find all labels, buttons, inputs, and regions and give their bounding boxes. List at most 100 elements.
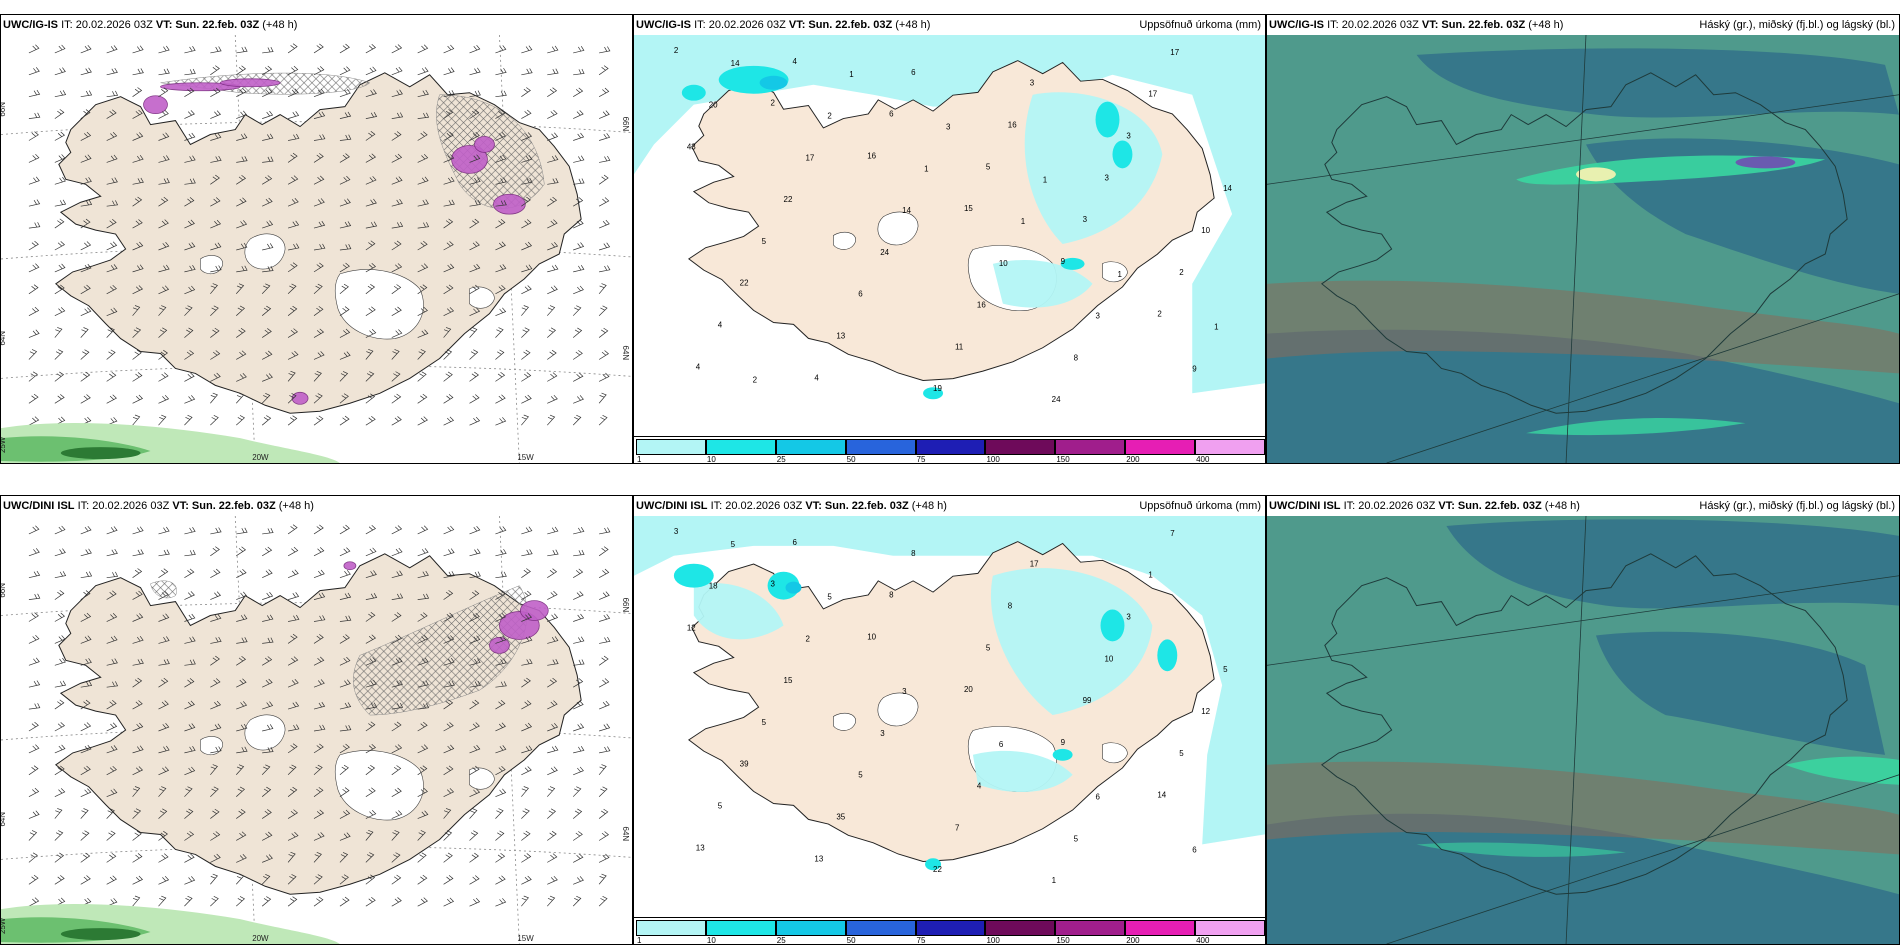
wind-barb bbox=[313, 615, 326, 622]
wind-barb bbox=[28, 263, 40, 273]
wind-barb bbox=[132, 177, 144, 185]
wind-barb bbox=[547, 414, 556, 426]
wind-barb bbox=[443, 131, 454, 141]
wind-barb bbox=[391, 634, 403, 644]
wind-barb bbox=[106, 765, 117, 776]
precip-value-label: 15 bbox=[784, 676, 793, 685]
wind-barb bbox=[443, 349, 453, 360]
wind-barb bbox=[106, 90, 119, 98]
colorbar-swatch bbox=[1055, 920, 1126, 936]
wind-barb bbox=[158, 285, 170, 295]
wind-barb bbox=[54, 109, 65, 119]
wind-barb bbox=[572, 414, 582, 426]
precip-value-label: 3 bbox=[1126, 612, 1131, 621]
wind-barb bbox=[339, 244, 352, 251]
wind-barb bbox=[391, 830, 400, 841]
wind-barb bbox=[339, 198, 351, 207]
wind-barb bbox=[521, 549, 533, 557]
wind-barb bbox=[339, 809, 351, 819]
wind-barb bbox=[288, 133, 300, 141]
wind-barb bbox=[391, 657, 403, 666]
wind-barb bbox=[184, 372, 195, 382]
wind-barb bbox=[80, 44, 92, 54]
precip-value-label: 17 bbox=[1148, 90, 1157, 99]
wind-barb bbox=[158, 372, 169, 382]
wind-barb bbox=[184, 46, 196, 54]
wind-barb bbox=[443, 744, 455, 754]
wind-barb bbox=[28, 525, 40, 535]
wind-barb bbox=[210, 372, 221, 382]
precip-value-label: 22 bbox=[740, 279, 749, 288]
wind-barb bbox=[236, 546, 247, 557]
precip-value-label: 4 bbox=[977, 782, 982, 791]
precip-value-label: 10 bbox=[999, 259, 1008, 268]
wind-barb bbox=[469, 765, 480, 776]
wind-barb bbox=[54, 635, 66, 644]
land-precip-area bbox=[693, 583, 784, 640]
wind-barb bbox=[391, 349, 400, 360]
wind-barb bbox=[106, 875, 117, 885]
wind-barb bbox=[573, 197, 584, 207]
wind-barb bbox=[287, 43, 298, 54]
wind-barb bbox=[495, 830, 505, 841]
wind-barb bbox=[80, 199, 93, 207]
wind-barb bbox=[339, 415, 350, 426]
wind-barb bbox=[495, 264, 507, 273]
wind-barb bbox=[236, 854, 247, 863]
wind-barb bbox=[80, 612, 92, 622]
wind-barb bbox=[132, 394, 144, 404]
wind-barb bbox=[339, 262, 350, 273]
precip-blob bbox=[219, 78, 281, 88]
wind-barb bbox=[184, 178, 196, 185]
wind-barb bbox=[28, 153, 40, 163]
wind-barb bbox=[469, 241, 480, 251]
precip-value-label: 1 bbox=[1052, 876, 1057, 885]
panel-precip-igis: UWC/IG-IS IT: 20.02.2026 03Z VT: Sun. 22… bbox=[633, 14, 1266, 464]
wind-barb bbox=[236, 896, 245, 907]
wind-barb bbox=[417, 744, 429, 754]
wind-barb bbox=[132, 414, 141, 426]
wind-barb bbox=[158, 87, 169, 98]
wind-barb bbox=[236, 197, 247, 207]
wind-barb bbox=[339, 679, 351, 688]
wind-barb bbox=[28, 570, 41, 579]
wind-barb bbox=[598, 831, 610, 841]
wind-barb bbox=[313, 851, 322, 863]
wind-barb bbox=[598, 219, 610, 229]
colorbar-swatch bbox=[705, 920, 776, 936]
wind-barb bbox=[313, 832, 325, 841]
wind-barb bbox=[132, 635, 144, 644]
wind-barb bbox=[443, 808, 452, 819]
wind-barb bbox=[132, 549, 144, 557]
wind-barb bbox=[417, 67, 429, 76]
wind-barb bbox=[28, 176, 40, 185]
wind-barb bbox=[210, 265, 222, 273]
wind-barb bbox=[391, 306, 402, 316]
wind-barb bbox=[521, 808, 530, 819]
wind-barb bbox=[158, 264, 170, 273]
wind-barb bbox=[521, 132, 533, 141]
wind-barb bbox=[158, 45, 170, 54]
wind-barb bbox=[261, 896, 272, 907]
wind-barb bbox=[132, 327, 142, 338]
wind-barb bbox=[495, 218, 506, 229]
wind-barb bbox=[158, 786, 167, 797]
wind-barb bbox=[158, 219, 169, 229]
wind-barb bbox=[469, 571, 481, 579]
wind-barb bbox=[287, 656, 299, 666]
precip-value-label: 5 bbox=[1074, 834, 1079, 843]
precip-value-label: 1 bbox=[1117, 270, 1122, 279]
colorbar-swatch bbox=[1195, 439, 1265, 455]
wind-barb bbox=[469, 635, 481, 644]
land-precip-area bbox=[990, 568, 1153, 716]
lat-label: 64N bbox=[621, 346, 630, 361]
wind-map: 66N 64N 66N 64N 25W 20W 15W bbox=[1, 516, 632, 944]
wind-barb bbox=[132, 786, 141, 797]
wind-barb bbox=[547, 264, 559, 273]
wind-barb bbox=[184, 395, 196, 404]
glacier bbox=[200, 736, 223, 756]
wind-barb bbox=[106, 808, 115, 819]
wind-barb bbox=[365, 829, 374, 841]
colorbar-tick: 25 bbox=[776, 936, 786, 945]
wind-barb bbox=[521, 700, 532, 710]
